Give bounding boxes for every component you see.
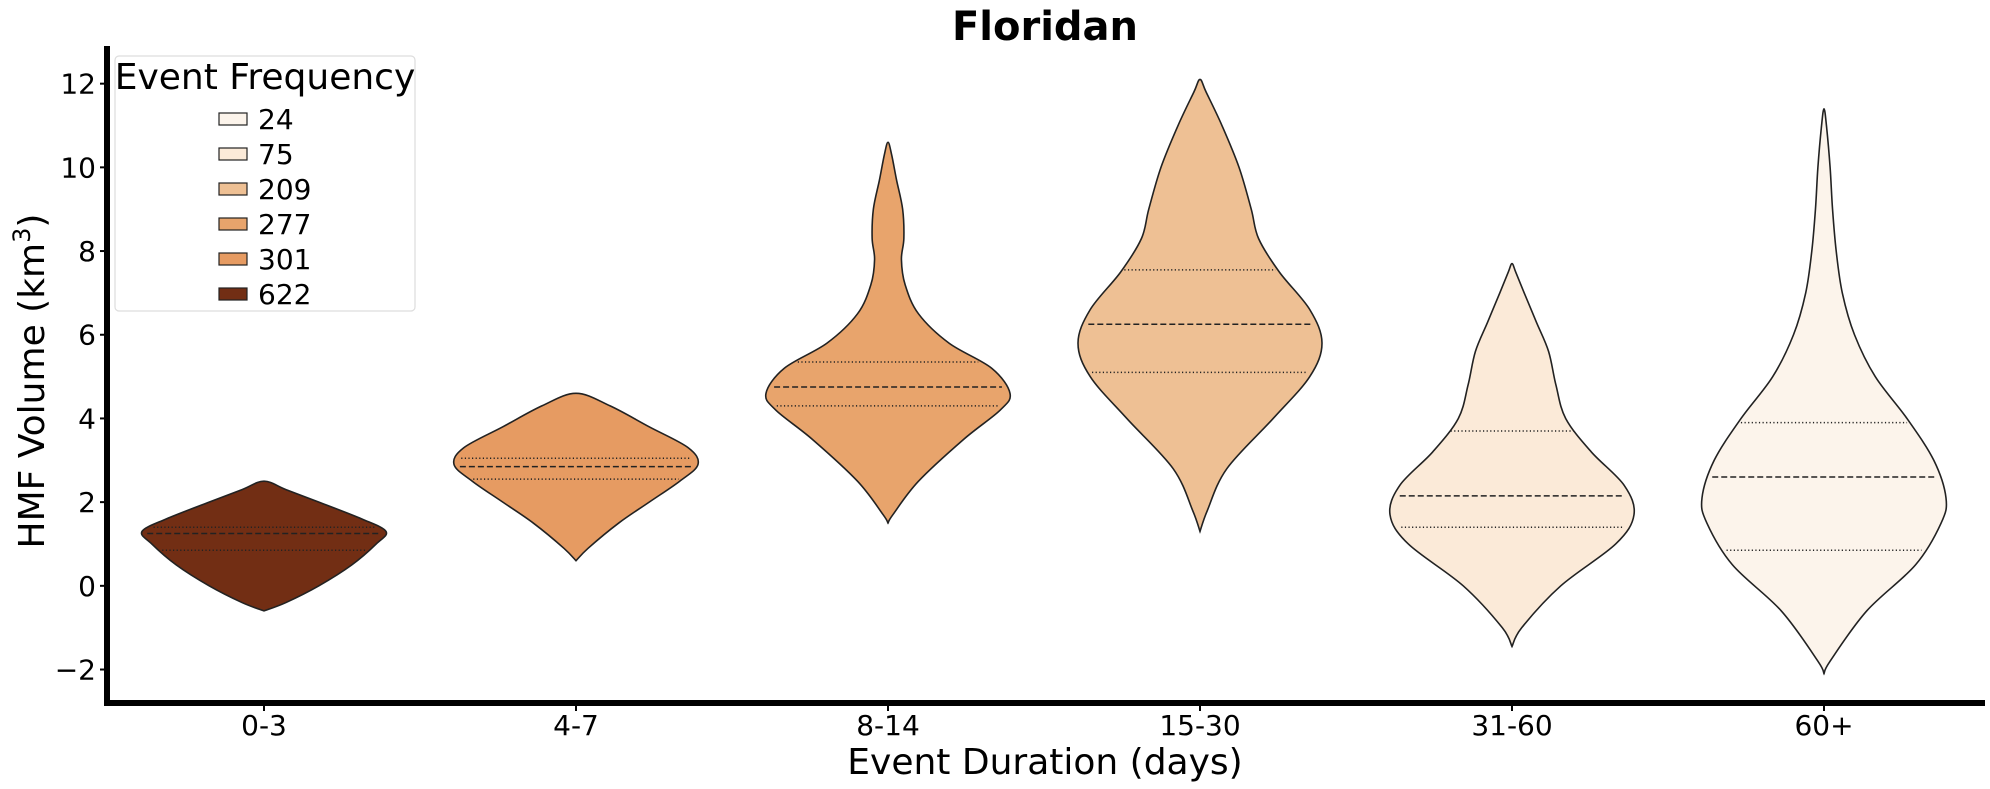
x-tick-label: 15-30 xyxy=(1159,709,1240,742)
legend-entry: 301 xyxy=(218,243,311,276)
x-axis-ticks: 0-3 4-7 8-14 15-30 31-60 60+ xyxy=(241,703,1854,742)
legend-label: 301 xyxy=(258,243,311,276)
legend-label: 622 xyxy=(258,278,311,311)
legend-swatch xyxy=(218,287,248,301)
violin-body xyxy=(1388,262,1636,649)
legend-label: 277 xyxy=(258,208,311,241)
y-axis-title-main: HMF Volume (km xyxy=(12,243,53,549)
violin-body xyxy=(1077,78,1323,534)
y-tick-label: 12 xyxy=(60,68,96,101)
legend-swatch xyxy=(218,182,248,196)
y-tick-label: 0 xyxy=(78,570,96,603)
legend-swatch xyxy=(218,252,248,266)
x-tick-label: 31-60 xyxy=(1471,709,1552,742)
violin-31-60 xyxy=(1388,262,1636,649)
legend-label: 209 xyxy=(258,173,311,206)
legend-label: 75 xyxy=(258,138,294,171)
y-axis-ticks: −2 0 2 4 6 8 10 12 xyxy=(55,68,107,687)
y-tick-label: 2 xyxy=(78,486,96,519)
legend-label: 24 xyxy=(258,103,294,136)
violin-body xyxy=(764,141,1012,525)
violin-body xyxy=(452,392,700,562)
violin-60+ xyxy=(1700,107,1948,676)
x-tick-label: 4-7 xyxy=(553,709,599,742)
legend-entry: 277 xyxy=(218,208,311,241)
violin-8-14 xyxy=(764,141,1012,525)
y-tick-label: 8 xyxy=(78,235,96,268)
violin-0-3 xyxy=(140,480,388,612)
legend-entry: 622 xyxy=(218,278,311,311)
y-tick-label: 10 xyxy=(60,151,96,184)
legend-entry: 209 xyxy=(218,173,311,206)
y-axis-title: HMF Volume (km3) xyxy=(8,214,53,549)
legend-entry: 24 xyxy=(218,103,294,136)
y-tick-label: −2 xyxy=(55,654,96,687)
y-axis-title-superscript: 3 xyxy=(8,228,36,243)
y-axis-title-close: ) xyxy=(12,214,53,228)
x-tick-label: 60+ xyxy=(1794,709,1853,742)
chart-title: Floridan xyxy=(952,4,1138,50)
violin-body xyxy=(140,480,388,612)
y-tick-label: 4 xyxy=(78,402,96,435)
violin-4-7 xyxy=(452,392,700,562)
x-tick-label: 8-14 xyxy=(856,709,920,742)
svg-text:HMF Volume (km3): HMF Volume (km3) xyxy=(8,214,53,549)
legend-title: Event Frequency xyxy=(115,57,416,98)
legend-frame xyxy=(114,55,416,312)
legend-swatch xyxy=(218,112,248,126)
y-tick-label: 6 xyxy=(78,319,96,352)
legend-swatch xyxy=(218,217,248,231)
legend-swatch xyxy=(218,147,248,161)
x-axis-title: Event Duration (days) xyxy=(847,742,1242,783)
violin-15-30 xyxy=(1077,78,1323,534)
legend-entry: 75 xyxy=(218,138,294,171)
violin-body xyxy=(1700,107,1948,676)
violin-layer xyxy=(140,78,1948,676)
x-tick-label: 0-3 xyxy=(241,709,287,742)
